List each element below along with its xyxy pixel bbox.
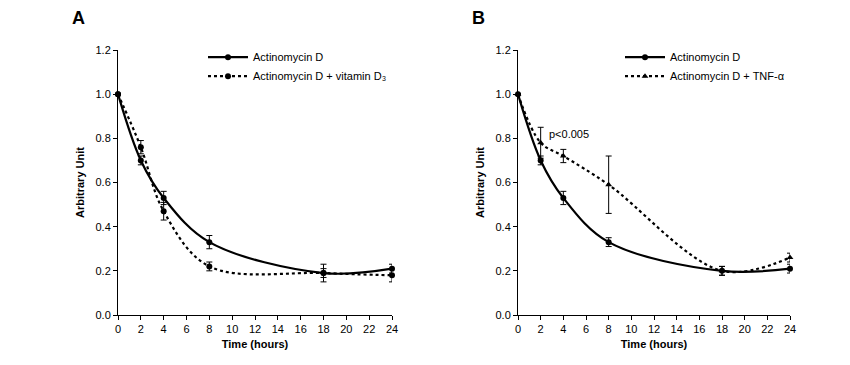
svg-text:0.6: 0.6 — [496, 176, 511, 188]
svg-text:14: 14 — [671, 323, 683, 335]
svg-text:2: 2 — [138, 323, 144, 335]
svg-text:1.0: 1.0 — [496, 88, 511, 100]
svg-text:B: B — [472, 8, 485, 28]
svg-text:12: 12 — [648, 323, 660, 335]
svg-text:8: 8 — [206, 323, 212, 335]
svg-text:22: 22 — [761, 323, 773, 335]
svg-text:24: 24 — [784, 323, 796, 335]
svg-text:20: 20 — [340, 323, 352, 335]
svg-text:Time (hours): Time (hours) — [621, 338, 688, 350]
svg-text:0.4: 0.4 — [496, 221, 511, 233]
svg-text:6: 6 — [583, 323, 589, 335]
svg-text:12: 12 — [249, 323, 261, 335]
svg-text:0: 0 — [115, 323, 121, 335]
svg-text:16: 16 — [693, 323, 705, 335]
svg-text:0.2: 0.2 — [96, 265, 111, 277]
svg-text:0.0: 0.0 — [96, 309, 111, 321]
svg-text:A: A — [72, 8, 85, 28]
svg-text:6: 6 — [183, 323, 189, 335]
svg-text:Actinomycin D + TNF-α: Actinomycin D + TNF-α — [670, 70, 785, 82]
svg-text:0.2: 0.2 — [496, 265, 511, 277]
svg-text:4: 4 — [161, 323, 167, 335]
svg-text:Actinomycin D + vitamin D₃: Actinomycin D + vitamin D₃ — [253, 70, 386, 82]
svg-text:0.8: 0.8 — [96, 132, 111, 144]
svg-text:14: 14 — [272, 323, 284, 335]
svg-text:4: 4 — [560, 323, 566, 335]
svg-text:1.2: 1.2 — [96, 44, 111, 56]
svg-text:0.4: 0.4 — [96, 221, 111, 233]
svg-text:Arbitrary Unit: Arbitrary Unit — [474, 147, 486, 218]
svg-text:Actinomycin D: Actinomycin D — [253, 51, 323, 63]
svg-text:16: 16 — [295, 323, 307, 335]
svg-text:8: 8 — [606, 323, 612, 335]
svg-text:1.0: 1.0 — [96, 88, 111, 100]
svg-text:20: 20 — [739, 323, 751, 335]
svg-text:0: 0 — [515, 323, 521, 335]
svg-text:p<0.005: p<0.005 — [549, 128, 589, 140]
svg-text:22: 22 — [363, 323, 375, 335]
svg-text:10: 10 — [226, 323, 238, 335]
svg-text:18: 18 — [716, 323, 728, 335]
svg-text:18: 18 — [317, 323, 329, 335]
svg-text:1.2: 1.2 — [496, 44, 511, 56]
svg-text:0.6: 0.6 — [96, 176, 111, 188]
svg-text:Arbitrary Unit: Arbitrary Unit — [74, 147, 86, 218]
svg-text:Actinomycin D: Actinomycin D — [670, 51, 740, 63]
svg-text:0.8: 0.8 — [496, 132, 511, 144]
svg-text:10: 10 — [625, 323, 637, 335]
svg-text:Time (hours): Time (hours) — [222, 338, 289, 350]
svg-text:2: 2 — [538, 323, 544, 335]
svg-text:24: 24 — [386, 323, 398, 335]
svg-text:0.0: 0.0 — [496, 309, 511, 321]
